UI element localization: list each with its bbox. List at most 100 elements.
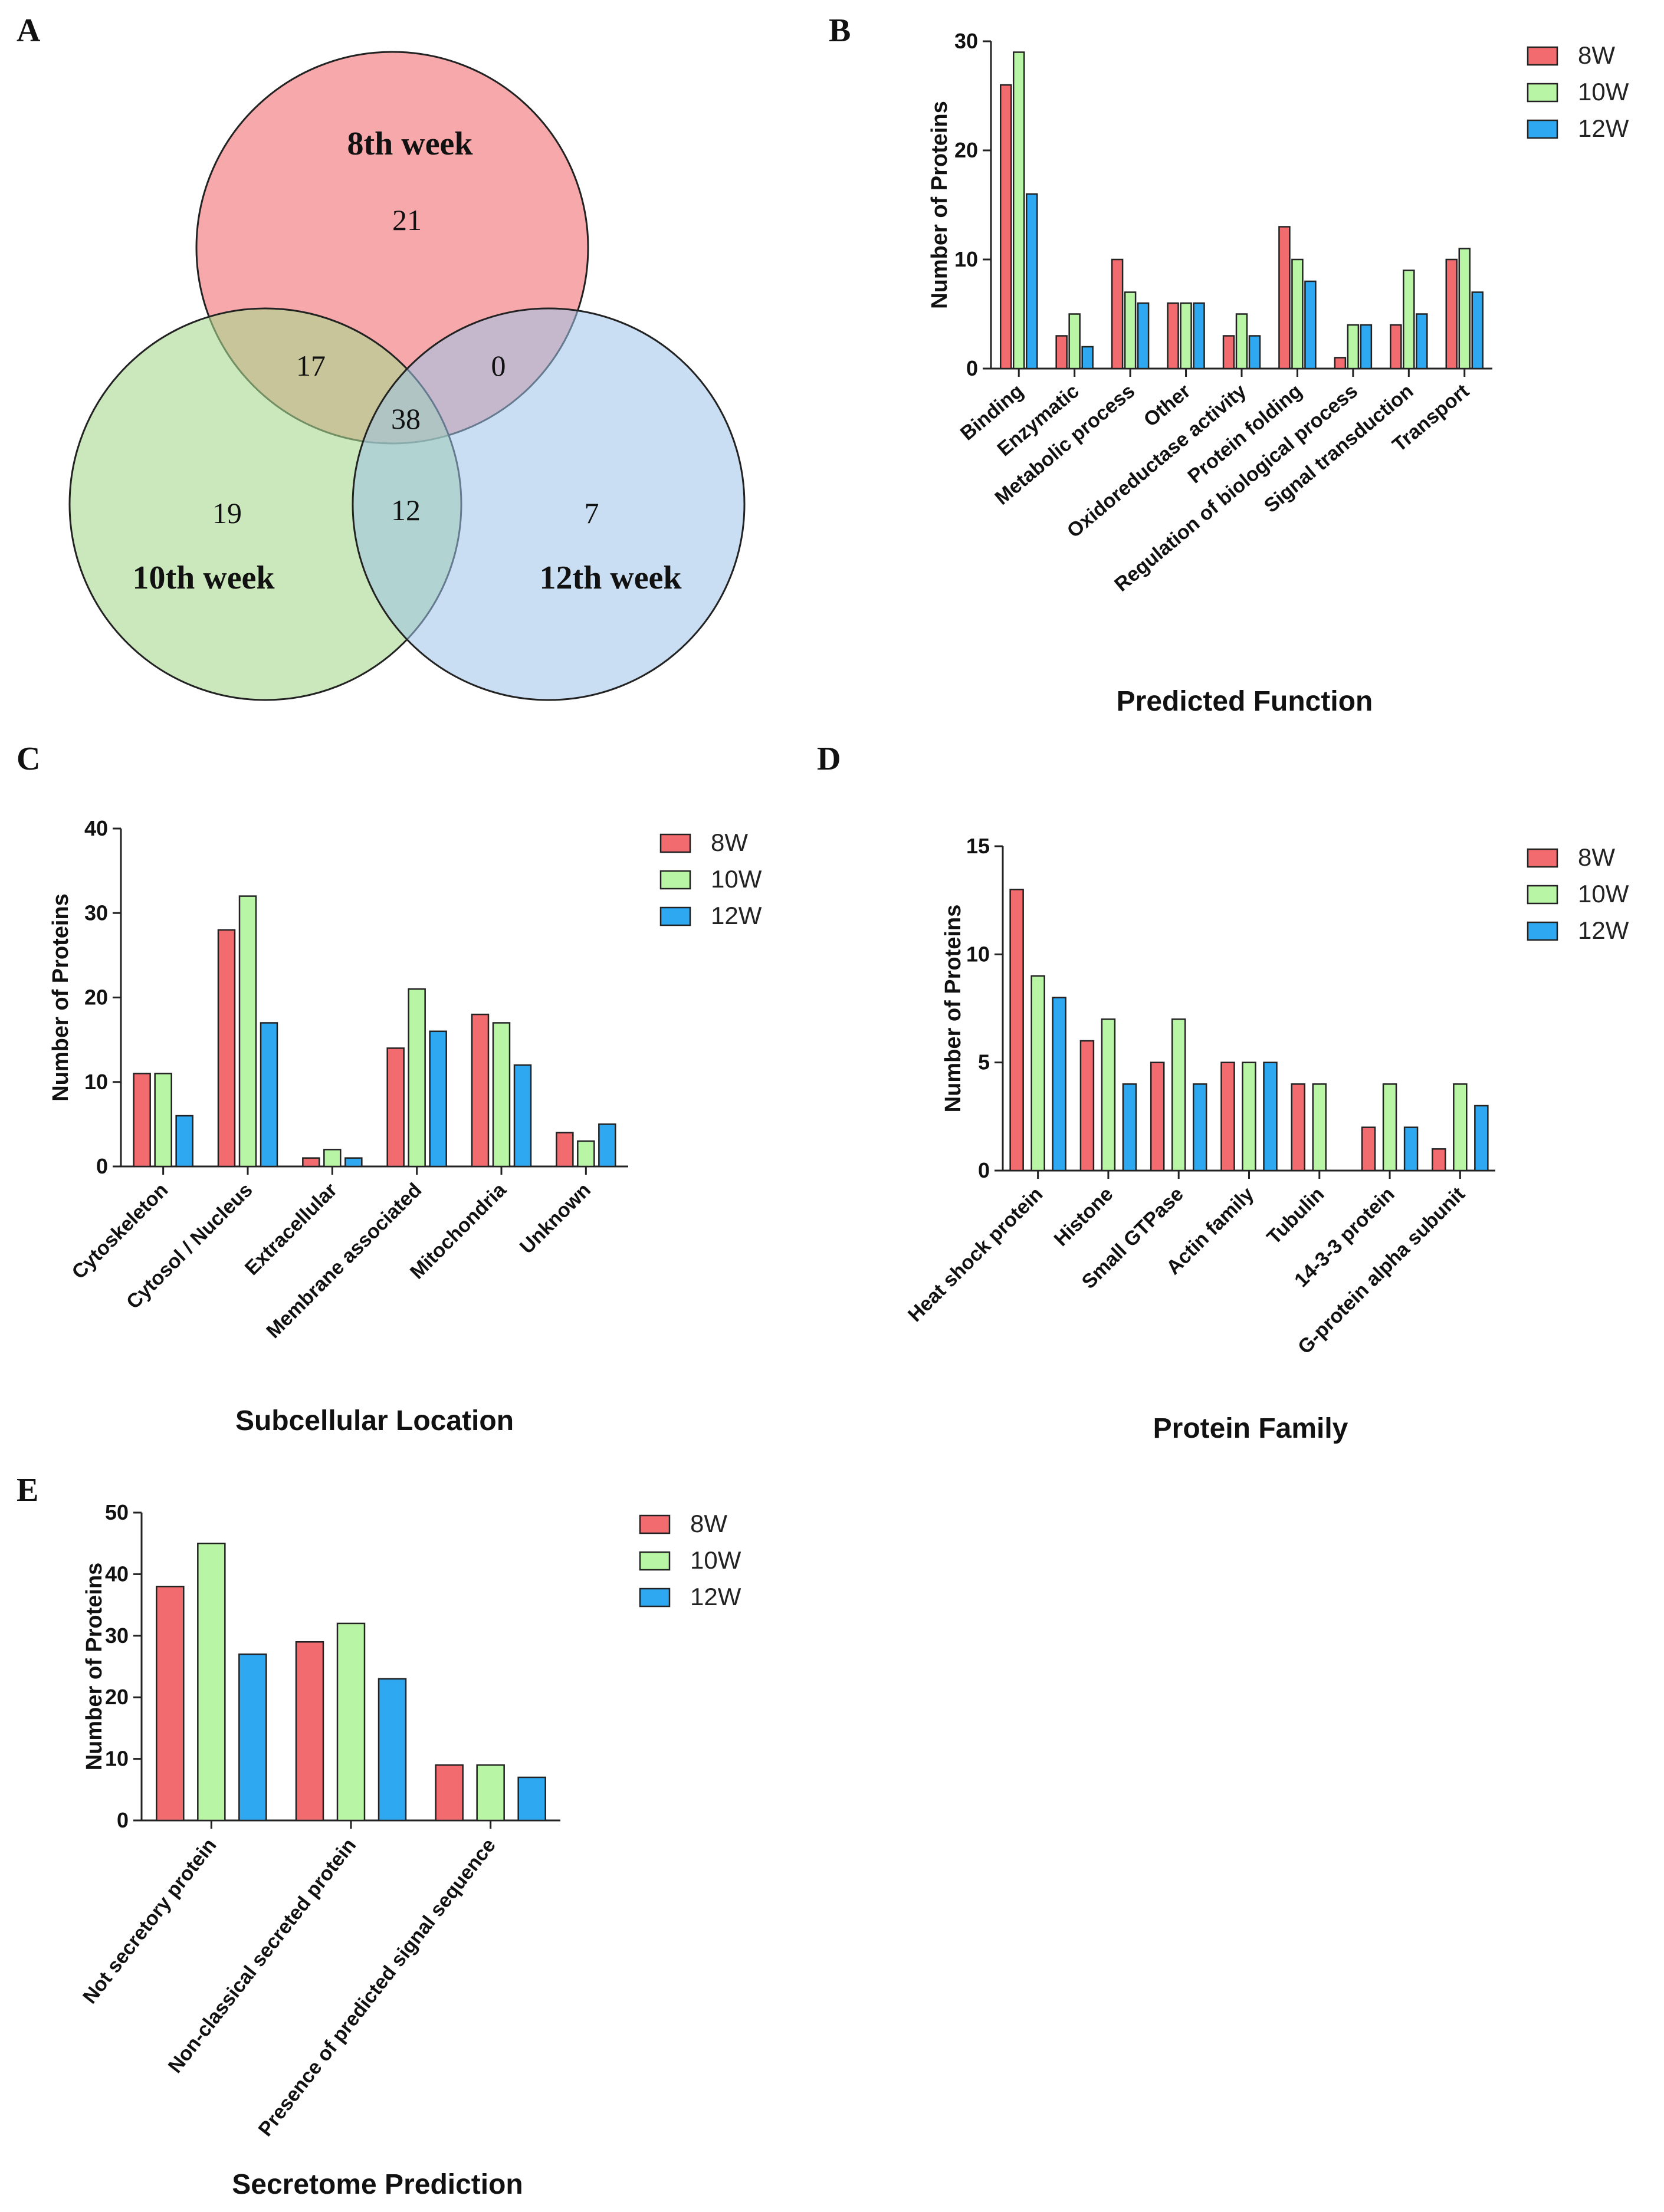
y-axis-label: Number of Proteins [941,905,966,1113]
bar-12w [1304,280,1317,370]
category-label: Histone [1050,1183,1118,1251]
bar-10w [492,1022,511,1168]
y-tick-label: 0 [117,1808,129,1832]
legend-swatch-12w [1527,921,1558,941]
bar-10w [1453,1083,1468,1172]
bar-10w [1068,313,1081,370]
bar-12w [513,1064,532,1168]
legend-label-8w: 8W [1578,843,1615,871]
category-label: Membrane associated [262,1179,426,1343]
bar-8w [1432,1148,1446,1172]
legend: 8W 10W 12W [1527,41,1629,142]
y-tick-label: 30 [954,29,978,53]
bar-10w [1012,51,1025,370]
bar-12w [429,1030,447,1168]
bar-10w [1382,1083,1397,1172]
bar-12w [1360,324,1373,370]
bar-8w [295,1641,324,1822]
bar-12w [175,1115,193,1168]
chart-secretome-prediction: 0 10 20 30 40 50 Number of Proteins Not secreto… [78,1500,741,2200]
bar-8w [1167,302,1179,370]
venn-count-8th-10th: 17 [296,349,326,382]
venn-count-all: 38 [391,402,421,435]
venn-count-only-10th: 19 [212,497,242,530]
category-label: Tubulin [1263,1183,1329,1249]
category-label: Not secretory protein [78,1835,221,2008]
legend-label-10w: 10W [1578,880,1629,908]
legend-label-12w: 12W [711,902,762,929]
category-label: Unknown [516,1179,595,1258]
bar-10w [408,988,426,1168]
bar-12w [1081,346,1094,370]
bar-10w [1101,1018,1116,1172]
bar-8w [1291,1083,1306,1172]
bar-8w [302,1157,320,1168]
bar-10w [1312,1083,1327,1172]
bar-10w [197,1542,226,1822]
y-tick-label: 10 [84,1070,108,1094]
bar-8w [1220,1061,1235,1172]
y-tick-label: 15 [966,834,990,858]
bar-12w [1052,997,1066,1172]
bar-8w [1055,335,1068,370]
venn-count-only-8th: 21 [392,203,422,236]
y-tick-label: 0 [96,1154,108,1178]
bar-8w [1278,226,1291,370]
legend-swatch-8w [1527,848,1558,868]
legend-swatch-8w [1527,46,1558,66]
y-tick-label: 30 [105,1623,129,1648]
bar-8w [1111,258,1124,370]
x-axis-label: Secretome Prediction [232,2169,523,2200]
bar-10w [1124,291,1137,370]
y-axis-label: Number of Proteins [82,1563,107,1771]
legend-label-8w: 8W [690,1510,727,1537]
bar-10w [1347,324,1360,370]
bar-12w [378,1678,407,1822]
bar-8w [386,1047,405,1168]
bar-8w [1009,889,1024,1172]
legend-swatch-12w [659,906,691,926]
bar-12w [1248,335,1261,370]
bar-12w [517,1776,546,1822]
bar-10w [238,895,257,1168]
y-tick-label: 20 [954,138,978,162]
bar-10w [323,1149,342,1168]
bar-8w [1361,1126,1376,1172]
bar-8w [133,1073,151,1168]
legend: 8W 10W 12W [1527,843,1629,944]
bar-12w [1122,1083,1137,1172]
y-tick-label: 20 [105,1685,129,1709]
bar-8w [1390,324,1402,370]
bar-10w [1242,1061,1256,1172]
bar-10w [1171,1018,1186,1172]
bar-8w [556,1132,574,1168]
bar-8w [1079,1040,1095,1172]
y-tick-label: 0 [978,1158,990,1182]
y-tick-label: 10 [954,247,978,271]
panel-label-d: D [817,741,841,777]
panel-label-a: A [17,12,41,49]
legend-swatch-12w [639,1587,671,1608]
panel-label-c: C [17,741,40,777]
y-tick-label: 0 [966,356,978,380]
legend-label-12w: 12W [1578,916,1629,944]
venn-label-10th-week: 10th week [132,560,275,596]
legend-label-10w: 10W [711,865,762,893]
bar-12w [238,1653,267,1822]
y-tick-label: 40 [105,1562,129,1586]
venn-label-12th-week: 12th week [539,560,682,596]
legend-swatch-10w [659,870,691,890]
legend-swatch-8w [659,833,691,853]
legend: 8W 10W 12W [639,1510,741,1610]
y-axis-label: Number of Proteins [48,893,73,1102]
bar-12w [1403,1126,1419,1172]
bar-10w [476,1764,505,1822]
legend-swatch-10w [1527,83,1558,103]
bar-8w [156,1586,185,1822]
legend-swatch-10w [1527,885,1558,905]
venn-count-10th-12th: 12 [391,494,421,527]
bar-8w [1334,357,1347,370]
bar-10w [577,1140,595,1168]
